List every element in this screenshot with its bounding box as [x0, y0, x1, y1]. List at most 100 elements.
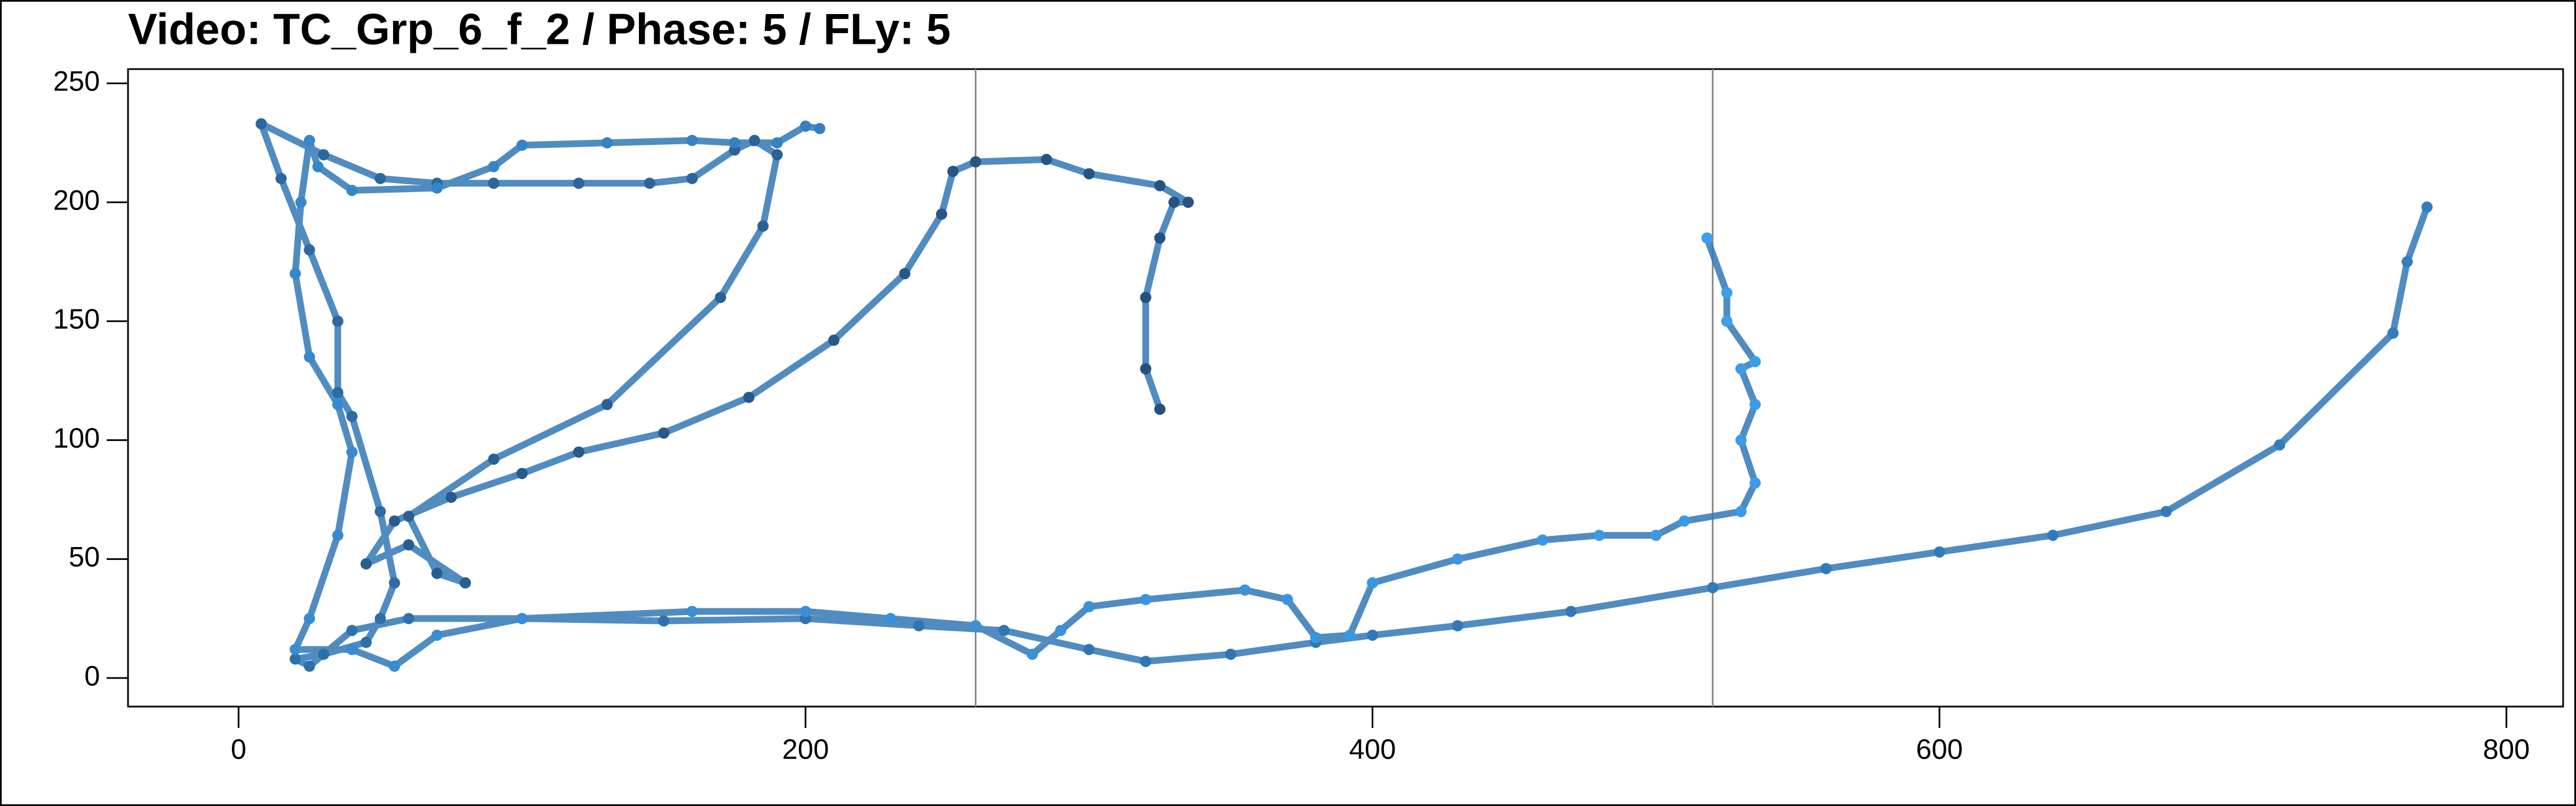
- x-tick-label: 0: [231, 734, 246, 765]
- trajectory-point: [1140, 655, 1152, 667]
- trajectory-point: [312, 161, 324, 172]
- trajectory-point: [1083, 168, 1095, 180]
- trajectory-point: [643, 177, 655, 189]
- trajectory-point: [885, 613, 897, 625]
- trajectory-point: [389, 661, 400, 672]
- trajectory-point: [304, 661, 316, 672]
- trajectory-point: [2047, 530, 2059, 541]
- trajectory-point: [488, 177, 500, 189]
- trajectory-point: [1040, 153, 1052, 165]
- y-tick-label: 150: [53, 303, 100, 335]
- trajectory-point: [304, 613, 316, 625]
- y-tick-label: 200: [53, 184, 100, 216]
- trajectory-point: [1367, 629, 1378, 641]
- trajectory-point: [1735, 363, 1747, 375]
- trajectory-point: [389, 577, 400, 589]
- trajectory-point: [346, 446, 358, 458]
- trajectory-point: [686, 605, 698, 617]
- trajectory-point: [573, 177, 584, 189]
- trajectory-point: [346, 184, 358, 196]
- trajectory-point: [403, 613, 414, 625]
- trajectory-point: [2401, 256, 2413, 268]
- trajectory-point: [275, 172, 287, 184]
- y-tick-label: 0: [84, 660, 100, 691]
- trajectory-point: [332, 530, 344, 541]
- trajectory-point: [332, 315, 344, 327]
- trajectory-point: [601, 137, 613, 149]
- trajectory-point: [1140, 363, 1152, 375]
- trajectory-point: [1565, 605, 1577, 617]
- trajectory-point: [1750, 477, 1761, 489]
- trajectory-point: [1154, 180, 1166, 192]
- trajectory-point: [304, 351, 316, 363]
- trajectory-point: [346, 411, 358, 422]
- y-tick-label: 250: [53, 66, 100, 97]
- trajectory-point: [1721, 315, 1733, 327]
- trajectory-point: [814, 122, 825, 134]
- trajectory-point: [1820, 563, 1832, 575]
- trajectory-point: [1593, 530, 1605, 541]
- trajectory-point: [488, 161, 500, 172]
- trajectory-point: [913, 620, 925, 632]
- trajectory-point: [1735, 506, 1747, 517]
- trajectory-point: [729, 137, 741, 149]
- trajectory-point: [289, 653, 301, 665]
- trajectory-point: [516, 467, 528, 479]
- y-tick-label: 50: [68, 541, 100, 573]
- trajectory-point: [332, 399, 344, 411]
- trajectory-point: [771, 149, 783, 161]
- trajectory-point: [1154, 232, 1166, 244]
- trajectory-point: [1281, 594, 1293, 605]
- trajectory-point: [304, 244, 316, 256]
- trajectory-point: [1026, 648, 1038, 660]
- trajectory-point: [1310, 632, 1322, 644]
- trajectory-point: [403, 539, 414, 551]
- trajectory-point: [1678, 515, 1690, 527]
- trajectory-point: [998, 625, 1010, 636]
- plot-frame: [127, 68, 2564, 708]
- trajectory-point: [1055, 625, 1067, 636]
- trajectory-point: [686, 135, 698, 147]
- trajectory-point: [431, 567, 443, 579]
- trajectory-point: [374, 506, 386, 517]
- trajectory-point: [1451, 553, 1463, 565]
- trajectory-point: [389, 515, 400, 527]
- trajectory-point: [255, 118, 267, 130]
- trajectory-point: [658, 427, 670, 439]
- trajectory-point: [1707, 582, 1719, 594]
- trajectory-point: [431, 629, 443, 641]
- trajectory-point: [445, 491, 457, 503]
- trajectory-point: [1934, 546, 1945, 558]
- trajectory-point: [332, 386, 344, 398]
- trajectory-point: [601, 399, 613, 411]
- trajectory-point: [295, 197, 307, 208]
- trajectory-point: [304, 135, 316, 147]
- trajectory-point: [1344, 629, 1356, 641]
- trajectory-point: [1367, 577, 1378, 589]
- x-tick-label: 600: [1916, 734, 1963, 765]
- trajectory-point: [715, 292, 727, 303]
- y-tick-label: 100: [53, 422, 100, 454]
- trajectory-point: [318, 648, 330, 660]
- trajectory-point: [1182, 197, 1194, 208]
- trajectory-point: [800, 605, 811, 617]
- trajectory-point: [346, 644, 358, 655]
- trajectory-point: [748, 135, 760, 147]
- trajectory-point: [828, 334, 840, 346]
- trajectory-point: [1451, 620, 1463, 632]
- trajectory-point: [360, 636, 372, 648]
- trajectory-point: [1140, 292, 1152, 303]
- trajectory-point: [573, 446, 584, 458]
- trajectory-point: [2161, 506, 2172, 517]
- chart-title: Video: TC_Grp_6_f_2 / Phase: 5 / FLy: 5: [128, 4, 951, 54]
- trajectory-point: [1537, 534, 1549, 546]
- trajectory-point: [970, 620, 981, 632]
- trajectory-point: [2421, 201, 2433, 213]
- trajectory-point: [1239, 584, 1251, 596]
- trajectory-point: [431, 182, 443, 194]
- trajectory-point: [459, 577, 471, 589]
- trajectory-point: [488, 453, 500, 465]
- trajectory-point: [899, 268, 911, 280]
- trajectory-point: [1168, 197, 1180, 208]
